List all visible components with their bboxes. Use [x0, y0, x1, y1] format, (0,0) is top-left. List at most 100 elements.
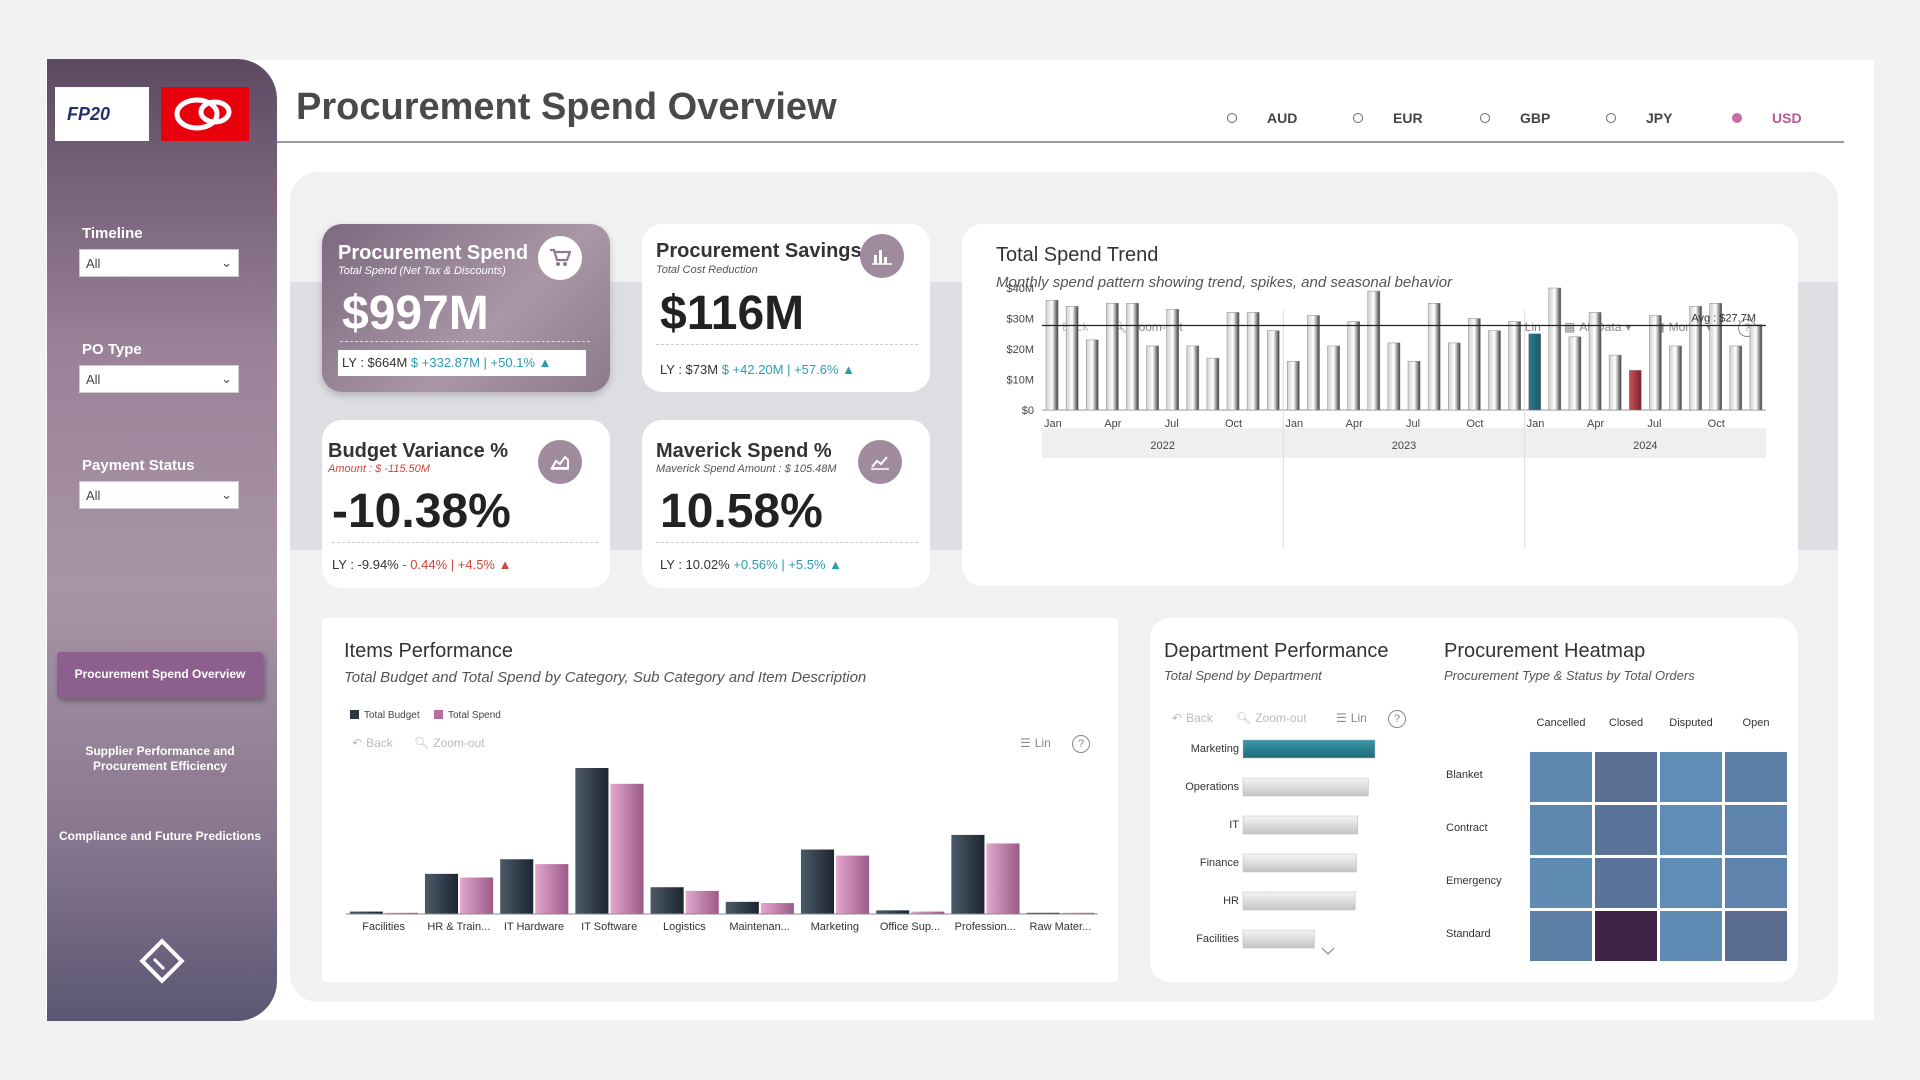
- brand-logo: [161, 87, 249, 141]
- kpi-value: $116M: [660, 287, 805, 340]
- trend-bar: [1488, 330, 1501, 411]
- trend-bar: [1347, 321, 1361, 411]
- page-title: Procurement Spend Overview: [296, 86, 837, 128]
- heatmap-column-label: Disputed: [1669, 717, 1712, 729]
- kpi-card-maverick-spend[interactable]: Maverick Spend % Maverick Spend Amount :…: [642, 420, 930, 588]
- trend-bar: [1287, 360, 1300, 411]
- currency-option-gbp[interactable]: GBP: [1480, 110, 1550, 126]
- trend-bar: [1045, 299, 1059, 411]
- x-tick-label: Oct: [1708, 418, 1725, 430]
- kpi-card-procurement-spend[interactable]: Procurement Spend Total Spend (Net Tax &…: [322, 224, 610, 392]
- currency-option-eur[interactable]: EUR: [1353, 110, 1423, 126]
- budget-bar: [424, 873, 459, 914]
- legend-swatch-spend: [434, 710, 443, 719]
- budget-bar: [800, 849, 835, 914]
- x-tick-label: Jan: [1527, 418, 1545, 430]
- x-tick-label: Apr: [1104, 418, 1121, 430]
- department-label: IT: [1229, 819, 1239, 831]
- payment-status-dropdown[interactable]: All ⌄: [79, 481, 239, 509]
- kpi-title: Budget Variance %: [328, 440, 509, 462]
- department-bar: [1242, 739, 1376, 759]
- zoom-icon: 🔍︎: [414, 736, 430, 750]
- heatmap-column-label: Closed: [1609, 717, 1643, 729]
- zoom-out-button[interactable]: 🔍︎ Zoom-out: [1236, 711, 1307, 725]
- svg-text:FP20: FP20: [67, 104, 110, 124]
- department-bar: [1242, 815, 1359, 835]
- trend-bar: [1468, 318, 1481, 411]
- radio-icon: [1353, 113, 1363, 123]
- kpi-card-procurement-savings[interactable]: Procurement Savings Total Cost Reduction…: [642, 224, 930, 392]
- heatmap-cell: [1660, 752, 1722, 802]
- spend-bar: [610, 783, 644, 914]
- nav-supplier-performance[interactable]: Supplier Performance and Procurement Eff…: [85, 744, 235, 773]
- title-divider: [277, 141, 1844, 143]
- trend-bar: [1387, 342, 1401, 411]
- currency-option-aud[interactable]: AUD: [1227, 110, 1297, 126]
- heatmap-cell: [1725, 858, 1787, 908]
- nav-procurement-spend-overview[interactable]: Procurement Spend Overview: [57, 652, 263, 698]
- department-label: HR: [1223, 895, 1239, 907]
- dept-title: Department Performance: [1164, 640, 1389, 662]
- heatmap-cell: [1725, 752, 1787, 802]
- kpi-card-budget-variance[interactable]: Budget Variance % Amount : $ -115.50M -1…: [322, 420, 610, 588]
- heatmap-cell: [1530, 911, 1592, 961]
- kpi-ly-box: LY : $664M $ +332.87M | +50.1% ▲: [338, 350, 586, 376]
- average-label: Avg : $27.7M: [1691, 313, 1756, 325]
- x-axis-band: [1042, 428, 1766, 458]
- trend-bar: [1327, 345, 1340, 411]
- nav-compliance-predictions[interactable]: Compliance and Future Predictions: [58, 829, 262, 843]
- trend-bar: [1447, 342, 1461, 411]
- lin-toggle[interactable]: ☰Lin: [1020, 736, 1051, 750]
- trend-bar: [1528, 333, 1542, 411]
- zoom-out-button[interactable]: 🔍︎ Zoom-out: [414, 736, 485, 750]
- heatmap-cell: [1595, 805, 1657, 855]
- spend-bar: [911, 911, 945, 914]
- kpi-divider: [656, 542, 918, 543]
- help-icon[interactable]: ?: [1388, 710, 1406, 728]
- scroll-chevron-icon: [1321, 947, 1335, 955]
- legend-label-spend: Total Spend: [448, 710, 501, 721]
- y-tick-label: $20M: [1006, 344, 1034, 356]
- bookmark-diamond-icon[interactable]: [136, 935, 188, 992]
- heatmap-cell: [1595, 752, 1657, 802]
- trend-bar: [1568, 336, 1582, 411]
- heatmap-cell: [1595, 858, 1657, 908]
- kpi-title: Procurement Savings: [656, 240, 862, 262]
- department-bar: [1242, 929, 1315, 949]
- timeline-dropdown[interactable]: All ⌄: [79, 249, 239, 277]
- y-tick-label: $0: [1022, 405, 1034, 417]
- kpi-subtitle: Total Cost Reduction: [656, 264, 758, 276]
- items-chart: Total Budget Total Spend Facilities HR & Tr…: [346, 710, 1098, 933]
- trend-bar: [1146, 345, 1159, 411]
- trend-bar: [1266, 330, 1280, 411]
- radio-icon: [1480, 113, 1490, 123]
- heatmap-row-label: Standard: [1446, 928, 1491, 940]
- lin-toggle[interactable]: ☰Lin: [1336, 711, 1367, 725]
- currency-option-jpy[interactable]: JPY: [1606, 110, 1672, 126]
- trend-bar: [1206, 357, 1220, 411]
- budget-bar: [725, 901, 759, 914]
- department-label: Facilities: [1196, 933, 1239, 945]
- year-label: 2022: [1150, 440, 1174, 452]
- chevron-down-icon: ⌄: [221, 371, 232, 386]
- po-type-dropdown[interactable]: All ⌄: [79, 365, 239, 393]
- spend-bar: [535, 864, 569, 914]
- category-label: Logistics: [663, 921, 706, 933]
- x-tick-label: Oct: [1466, 418, 1483, 430]
- currency-option-usd[interactable]: USD: [1732, 110, 1802, 126]
- back-button[interactable]: ↶Back: [352, 736, 393, 750]
- department-heatmap-charts: Marketing Operations IT Finance HR Facilities…: [1185, 717, 1787, 961]
- kpi-divider: [656, 344, 918, 345]
- trend-bar: [1689, 306, 1702, 411]
- help-icon[interactable]: ?: [1072, 735, 1090, 753]
- kpi-ly-text: LY : -9.94% - 0.44% | +4.5% ▲: [332, 557, 512, 572]
- cart-icon: [538, 236, 582, 280]
- category-label: Maintenan...: [729, 921, 790, 933]
- bar-chart-icon: [860, 234, 904, 278]
- heatmap-title: Procurement Heatmap: [1444, 640, 1646, 662]
- trend-bar: [1427, 303, 1441, 411]
- kpi-divider: [340, 341, 590, 342]
- category-label: Office Sup...: [880, 921, 940, 933]
- back-button[interactable]: ↶Back: [1172, 711, 1213, 725]
- kpi-title: Maverick Spend %: [656, 440, 832, 462]
